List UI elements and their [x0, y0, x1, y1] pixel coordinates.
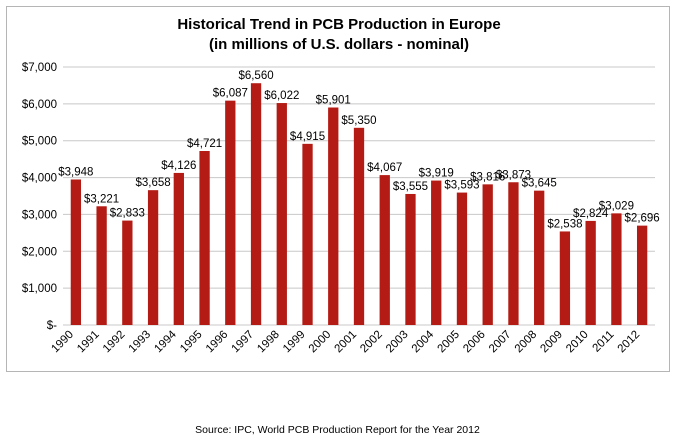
- x-axis-ticks: 1990 1991 1992 1993 1994 1995 1996 1997 1998 1999…: [49, 328, 642, 355]
- data-label: $3,816: [470, 171, 505, 183]
- chart-title: Historical Trend in PCB Production in Eu…: [177, 16, 500, 33]
- x-tick-label: 1997: [230, 329, 257, 356]
- bar-2006: [482, 184, 493, 325]
- bar-2007: [508, 182, 519, 325]
- bar-2005: [456, 192, 468, 325]
- x-tick-label: 2003: [384, 329, 411, 356]
- x-tick-label: 1995: [178, 329, 205, 356]
- y-tick-label: $6,000: [22, 99, 57, 111]
- x-tick-label: 2007: [487, 329, 514, 356]
- data-label: $3,948: [58, 166, 93, 178]
- data-label: $2,538: [547, 218, 582, 230]
- bar-1996: [225, 100, 236, 325]
- data-label: $3,919: [419, 168, 454, 180]
- data-label: $3,221: [84, 193, 119, 205]
- data-labels: $3,948 $3,221 $2,833 $3,658 $4,126 $4,721 $6,0…: [58, 70, 659, 230]
- data-label: $3,645: [522, 178, 557, 190]
- x-tick-label: 1992: [101, 329, 128, 356]
- y-tick-label: $5,000: [22, 136, 57, 148]
- x-tick-label: 1998: [255, 329, 282, 356]
- bar-2002: [379, 175, 390, 325]
- data-label: $2,824: [573, 208, 609, 220]
- x-tick-label: 2002: [358, 329, 385, 356]
- data-label: $3,593: [444, 180, 479, 192]
- bar-1997: [250, 83, 262, 326]
- bar-2009: [559, 231, 571, 325]
- x-tick-label: 1999: [281, 329, 308, 356]
- x-tick-label: 1993: [127, 329, 154, 356]
- data-label: $4,067: [367, 162, 402, 174]
- data-label: $3,555: [393, 181, 428, 193]
- data-label: $4,721: [187, 138, 222, 150]
- bar-1993: [147, 190, 159, 325]
- data-label: $3,029: [599, 200, 634, 212]
- data-label: $6,022: [264, 90, 299, 102]
- chart-frame: Historical Trend in PCB Production in Eu…: [6, 6, 670, 372]
- y-tick-label: $7,000: [22, 62, 57, 74]
- bar-1999: [302, 143, 313, 325]
- y-tick-label: $-: [47, 320, 57, 332]
- data-label: $3,873: [496, 169, 531, 181]
- x-tick-label: 2001: [333, 329, 360, 356]
- bars: [70, 83, 648, 326]
- bar-2008: [534, 190, 545, 325]
- data-label: $6,560: [238, 70, 273, 82]
- bar-chart: Historical Trend in PCB Production in Eu…: [22, 16, 660, 355]
- x-tick-label: 2012: [616, 329, 643, 356]
- y-axis-ticks: $- $1,000 $2,000 $3,000 $4,000 $5,000 $6,000 $7…: [22, 62, 57, 332]
- bar-1990: [70, 179, 82, 325]
- x-tick-label: 2010: [564, 329, 591, 356]
- x-tick-label: 2008: [513, 329, 540, 356]
- x-tick-label: 2006: [461, 329, 488, 356]
- bar-2003: [405, 193, 416, 325]
- x-tick-label: 2005: [435, 329, 462, 356]
- data-label: $2,833: [110, 208, 145, 220]
- bar-1995: [199, 150, 210, 325]
- x-tick-label: 2009: [538, 329, 565, 356]
- bar-2012: [636, 225, 648, 325]
- bar-2004: [431, 180, 442, 325]
- bar-1991: [96, 206, 107, 325]
- x-tick-label: 2000: [307, 329, 334, 356]
- bar-1994: [173, 172, 184, 325]
- data-label: $4,915: [290, 131, 325, 143]
- y-tick-label: $4,000: [22, 173, 57, 185]
- source-note: Source: IPC, World PCB Production Report…: [195, 424, 480, 436]
- x-tick-label: 1994: [152, 328, 179, 355]
- y-tick-label: $1,000: [22, 283, 57, 295]
- bar-1992: [122, 220, 133, 325]
- y-tick-label: $2,000: [22, 246, 57, 258]
- data-label: $5,350: [341, 115, 376, 127]
- bar-2011: [611, 213, 622, 325]
- x-tick-label: 2004: [410, 328, 437, 355]
- x-tick-label: 2011: [591, 329, 617, 355]
- x-tick-label: 1991: [75, 329, 102, 356]
- bar-2000: [328, 107, 339, 325]
- y-tick-label: $3,000: [22, 209, 57, 221]
- bar-1998: [276, 103, 287, 325]
- data-label: $2,696: [625, 213, 660, 225]
- x-tick-label: 1996: [204, 329, 231, 356]
- data-label: $6,087: [213, 88, 248, 100]
- data-label: $4,126: [161, 160, 196, 172]
- bar-2001: [353, 127, 365, 325]
- data-label: $5,901: [316, 95, 351, 107]
- chart-subtitle: (in millions of U.S. dollars - nominal): [209, 36, 469, 53]
- bar-2010: [585, 220, 596, 325]
- x-tick-label: 1990: [49, 329, 76, 356]
- data-label: $3,658: [135, 177, 170, 189]
